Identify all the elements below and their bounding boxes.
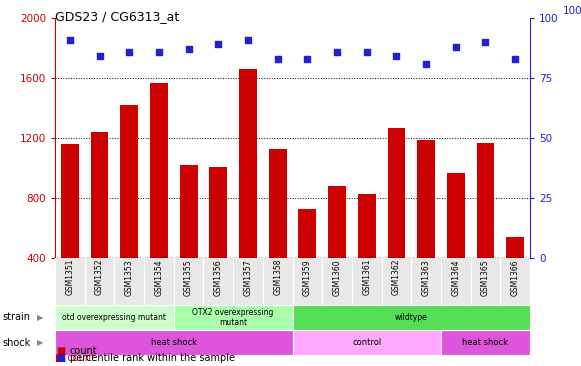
Point — [243, 37, 253, 42]
Point — [95, 53, 104, 59]
Text: otd overexpressing mutant: otd overexpressing mutant — [62, 313, 166, 322]
Point — [184, 46, 193, 52]
Point — [332, 49, 342, 55]
Text: GSM1351: GSM1351 — [65, 259, 74, 295]
Bar — [209, 167, 227, 258]
Text: GSM1357: GSM1357 — [243, 259, 253, 296]
Bar — [239, 69, 257, 258]
Text: count: count — [70, 346, 97, 356]
Bar — [292, 305, 530, 330]
Text: shock: shock — [3, 337, 31, 347]
Bar — [55, 305, 174, 330]
Text: heat shock: heat shock — [462, 338, 508, 347]
Text: GSM1352: GSM1352 — [95, 259, 104, 295]
Text: wildtype: wildtype — [395, 313, 428, 322]
Bar — [299, 209, 316, 258]
Bar — [55, 330, 292, 355]
Bar — [269, 149, 286, 258]
Point — [511, 56, 520, 62]
Text: percentile rank within the sample: percentile rank within the sample — [70, 353, 235, 363]
Bar — [120, 105, 138, 258]
Point — [155, 49, 164, 55]
Text: strain: strain — [3, 313, 31, 322]
Bar — [61, 144, 79, 258]
Text: ▶: ▶ — [37, 313, 43, 322]
Text: GSM1355: GSM1355 — [184, 259, 193, 296]
Bar — [150, 82, 168, 258]
Point — [303, 56, 312, 62]
Text: GSM1361: GSM1361 — [362, 259, 371, 295]
Bar — [91, 132, 109, 258]
Bar — [292, 330, 441, 355]
Point — [124, 49, 134, 55]
Text: GSM1360: GSM1360 — [332, 259, 342, 296]
Text: GDS23 / CG6313_at: GDS23 / CG6313_at — [55, 10, 180, 23]
Text: GSM1358: GSM1358 — [273, 259, 282, 295]
Bar — [441, 330, 530, 355]
Bar — [506, 237, 524, 258]
Text: 100%: 100% — [563, 5, 581, 16]
Bar — [417, 139, 435, 258]
Bar — [447, 172, 465, 258]
Bar — [388, 127, 406, 258]
Bar — [358, 194, 376, 258]
Bar — [328, 186, 346, 258]
Text: ▶: ▶ — [37, 338, 43, 347]
Text: control: control — [352, 338, 381, 347]
Text: GSM1354: GSM1354 — [155, 259, 163, 296]
Text: GSM1362: GSM1362 — [392, 259, 401, 295]
Text: GSM1356: GSM1356 — [214, 259, 223, 296]
Point — [421, 61, 431, 67]
Point — [273, 56, 282, 62]
Point — [214, 41, 223, 47]
Point — [451, 44, 460, 50]
Point — [362, 49, 371, 55]
Bar — [174, 305, 292, 330]
Text: GSM1365: GSM1365 — [481, 259, 490, 296]
Text: GSM1363: GSM1363 — [422, 259, 431, 296]
Text: ■ count: ■ count — [55, 354, 95, 363]
Text: ■: ■ — [56, 353, 66, 363]
Bar — [476, 142, 494, 258]
Point — [481, 39, 490, 45]
Point — [392, 53, 401, 59]
Text: GSM1364: GSM1364 — [451, 259, 460, 296]
Text: OTX2 overexpressing
mutant: OTX2 overexpressing mutant — [192, 308, 274, 327]
Text: GSM1353: GSM1353 — [125, 259, 134, 296]
Bar — [180, 165, 198, 258]
Text: heat shock: heat shock — [150, 338, 197, 347]
Text: GSM1366: GSM1366 — [511, 259, 519, 296]
Text: GSM1359: GSM1359 — [303, 259, 312, 296]
Text: ■: ■ — [56, 346, 66, 356]
Point — [65, 37, 74, 42]
